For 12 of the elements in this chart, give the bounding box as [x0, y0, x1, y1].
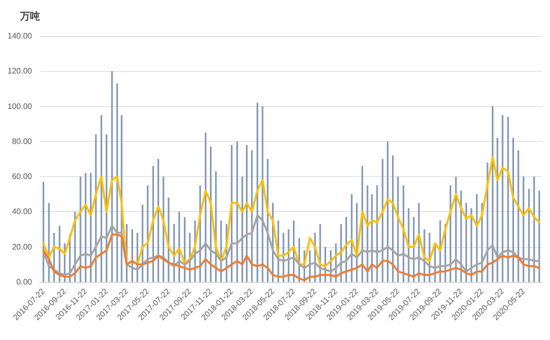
y-axis-title: 万吨: [19, 10, 40, 22]
y-tick-label: 20.00: [12, 242, 33, 252]
y-tick-label: 80.00: [12, 136, 33, 146]
y-tick-label: 0.00: [16, 278, 33, 286]
y-tick-label: 120.00: [8, 66, 33, 76]
line-series: [42, 214, 540, 276]
y-tick-label: 60.00: [12, 172, 33, 182]
y-tick-label: 140.00: [8, 32, 33, 40]
line-series: [42, 234, 540, 282]
y-tick-label: 100.00: [8, 102, 33, 111]
line-series: [42, 156, 540, 268]
y-tick-label: 40.00: [12, 207, 33, 216]
